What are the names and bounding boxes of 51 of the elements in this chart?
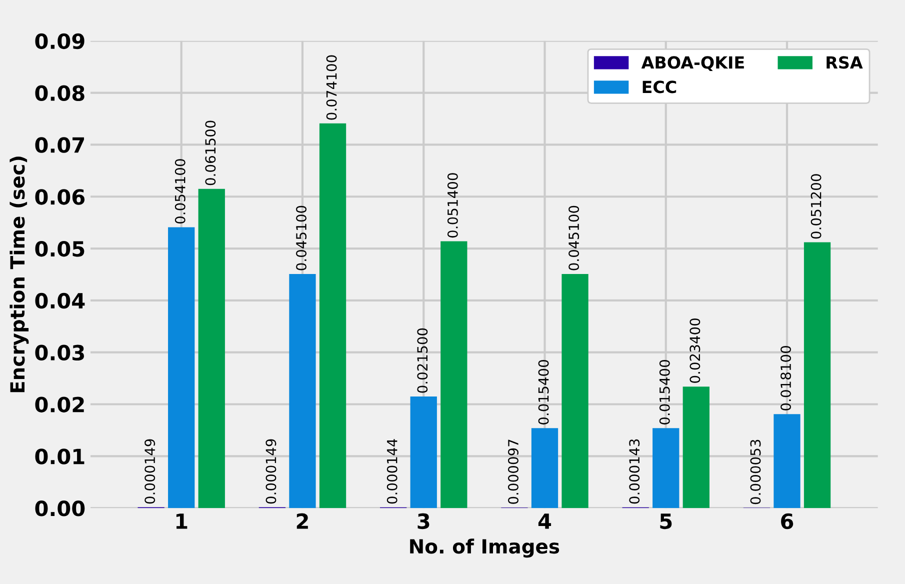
data-label: 0.015400 [659, 360, 670, 424]
x-tick-label: 3 [418, 513, 430, 530]
bar [168, 227, 195, 508]
bar [774, 414, 800, 508]
data-label: 0.045100 [296, 206, 307, 270]
data-label: 0.023400 [690, 318, 700, 383]
y-tick-label: 0.02 [35, 396, 84, 412]
x-axis-title: No. of Images [410, 538, 560, 558]
legend-label: ABOA-QKIE [641, 56, 744, 71]
data-label: 0.051200 [810, 174, 822, 239]
bar [289, 274, 316, 508]
y-tick-label: 0.00 [35, 500, 85, 516]
bar [652, 428, 680, 508]
y-tick-label: 0.03 [35, 344, 84, 361]
y-tick-label: 0.06 [35, 189, 85, 205]
y-tick-label: 0.07 [35, 137, 84, 153]
bar [410, 396, 437, 508]
data-label: 0.000144 [386, 439, 398, 504]
y-tick-label: 0.01 [35, 448, 84, 464]
x-tick-label: 5 [660, 514, 672, 530]
data-label: 0.000097 [508, 440, 518, 504]
bar [682, 386, 710, 508]
data-label: 0.015400 [538, 360, 549, 424]
x-tick-label: 2 [296, 513, 308, 529]
bar [562, 274, 588, 508]
y-tick-label: 0.05 [35, 240, 84, 257]
legend-label: RSA [826, 56, 863, 69]
data-label: 0.000053 [750, 440, 761, 504]
bar [198, 188, 225, 508]
data-label: 0.054100 [174, 159, 186, 224]
bar [531, 428, 558, 508]
bar [804, 242, 831, 508]
bar [440, 241, 468, 508]
data-label: 0.051400 [447, 173, 458, 238]
y-tick-label: 0.08 [35, 85, 84, 101]
y-tick-label: 0.04 [35, 292, 85, 309]
legend-label: ECC [642, 80, 676, 94]
x-tick-label: 4 [538, 514, 552, 529]
data-label: 0.000149 [266, 439, 276, 504]
data-label: 0.018100 [780, 346, 792, 410]
y-axis-title: Encryption Time (sec) [10, 156, 29, 392]
data-label: 0.000143 [629, 439, 640, 504]
data-label: 0.000149 [144, 439, 156, 504]
x-tick-label: 1 [176, 514, 188, 529]
data-label: 0.061500 [205, 120, 216, 186]
data-label: 0.074100 [326, 55, 337, 120]
y-tick-label: 0.09 [35, 33, 84, 50]
data-label: 0.021500 [417, 328, 428, 393]
bar [319, 123, 346, 508]
data-label: 0.045100 [568, 206, 580, 270]
x-tick-label: 6 [781, 513, 794, 530]
